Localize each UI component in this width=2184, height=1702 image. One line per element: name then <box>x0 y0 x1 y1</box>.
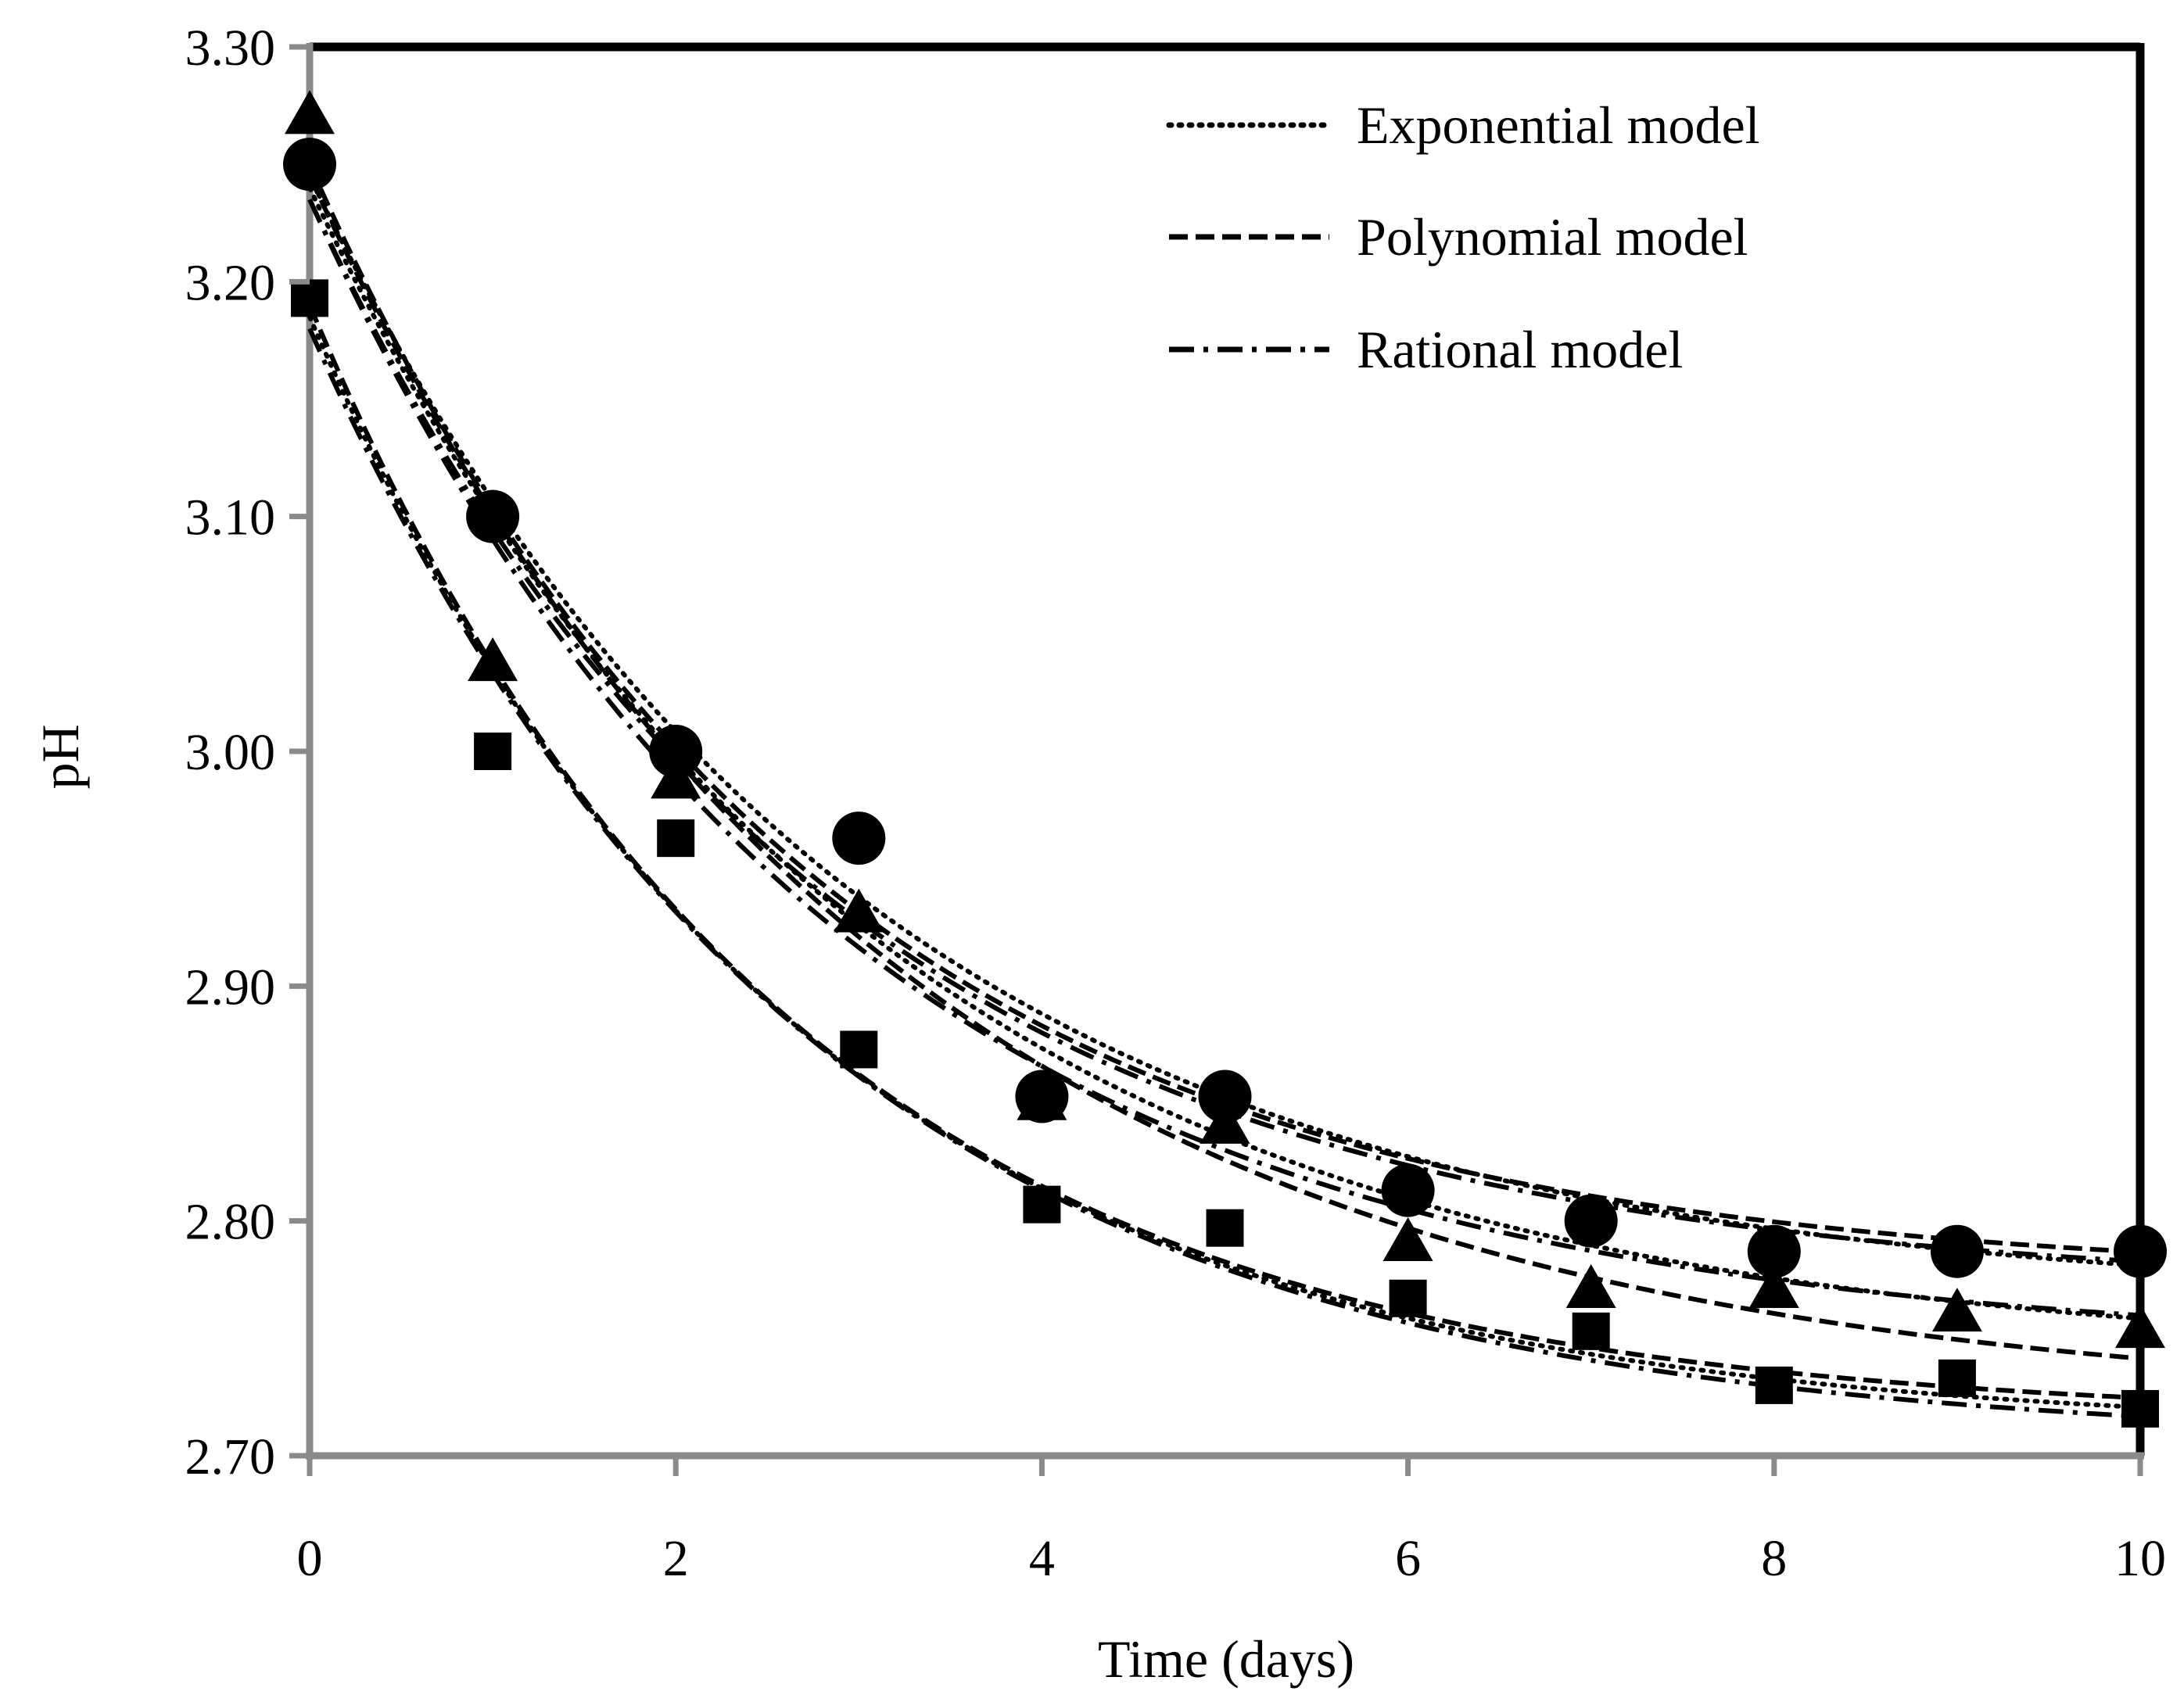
y-axis-title: pH <box>30 724 90 789</box>
triangle-point <box>1565 1264 1616 1309</box>
square-point <box>1389 1279 1427 1317</box>
x-tick-label: 0 <box>297 1530 323 1587</box>
square-point <box>1206 1209 1244 1247</box>
y-tick-label: 2.80 <box>185 1194 276 1251</box>
x-tick-label: 4 <box>1029 1530 1055 1587</box>
triangles-polynomial-curve <box>307 174 2141 1361</box>
square-point <box>474 733 512 770</box>
x-tick-label: 2 <box>663 1530 689 1587</box>
axis-ticks: 2.70 2.80 2.90 3.00 3.10 3.20 3.30 0 2 4 6 8 10 <box>185 20 2167 1587</box>
square-point <box>1572 1312 1610 1350</box>
square-point <box>1755 1366 1793 1404</box>
triangle-point <box>1931 1288 1982 1332</box>
legend-label-rational: Rational model <box>1357 320 1683 379</box>
x-tick-label: 10 <box>2114 1530 2166 1587</box>
x-axis-title: Time (days) <box>1098 1629 1354 1689</box>
y-tick-label: 3.10 <box>185 489 276 546</box>
triangle-point <box>2115 1304 2165 1349</box>
circle-point <box>832 812 886 865</box>
circle-point <box>1198 1070 1252 1123</box>
squares-polynomial-curve <box>307 304 2141 1401</box>
square-point <box>291 279 328 317</box>
y-tick-label: 3.20 <box>185 254 276 311</box>
circle-point <box>1381 1163 1435 1217</box>
triangles-exponential-curve <box>307 185 2143 1321</box>
triangle-point <box>1748 1264 1799 1309</box>
triangle-point <box>285 90 335 134</box>
circle-point <box>649 725 703 778</box>
legend-label-exponential: Exponential model <box>1357 95 1760 155</box>
circle-point <box>466 489 520 543</box>
triangle-point <box>1382 1216 1433 1261</box>
circle-point <box>1564 1194 1618 1248</box>
squares-rational-curve <box>307 328 2141 1419</box>
circles-polynomial-curve <box>307 163 2141 1255</box>
y-tick-label: 3.30 <box>185 20 276 77</box>
y-tick-label: 3.00 <box>185 724 276 781</box>
circle-point <box>1747 1224 1801 1278</box>
legend: Exponential model Polynomial model Ratio… <box>1166 95 1760 379</box>
triangle-point <box>1017 1076 1067 1120</box>
triangle-point <box>834 888 884 933</box>
circle-point <box>2114 1224 2167 1278</box>
x-tick-label: 6 <box>1395 1530 1421 1587</box>
x-tick-label: 8 <box>1761 1530 1787 1587</box>
triangle-point <box>468 637 518 682</box>
triangle-point <box>1200 1099 1250 1144</box>
legend-label-polynomial: Polynomial model <box>1357 207 1748 267</box>
circle-point <box>283 138 336 192</box>
data-markers <box>283 90 2167 1428</box>
y-tick-label: 2.90 <box>185 958 276 1016</box>
circle-point <box>1930 1224 1984 1278</box>
triangles-rational-curve <box>307 198 2141 1318</box>
y-tick-label: 2.70 <box>185 1428 276 1485</box>
square-point <box>657 819 695 858</box>
triangle-point <box>651 754 701 799</box>
plot-frame <box>306 42 2145 1460</box>
square-point <box>1023 1185 1061 1224</box>
square-point <box>840 1030 878 1069</box>
square-point <box>2121 1389 2159 1428</box>
square-point <box>1938 1359 1976 1397</box>
